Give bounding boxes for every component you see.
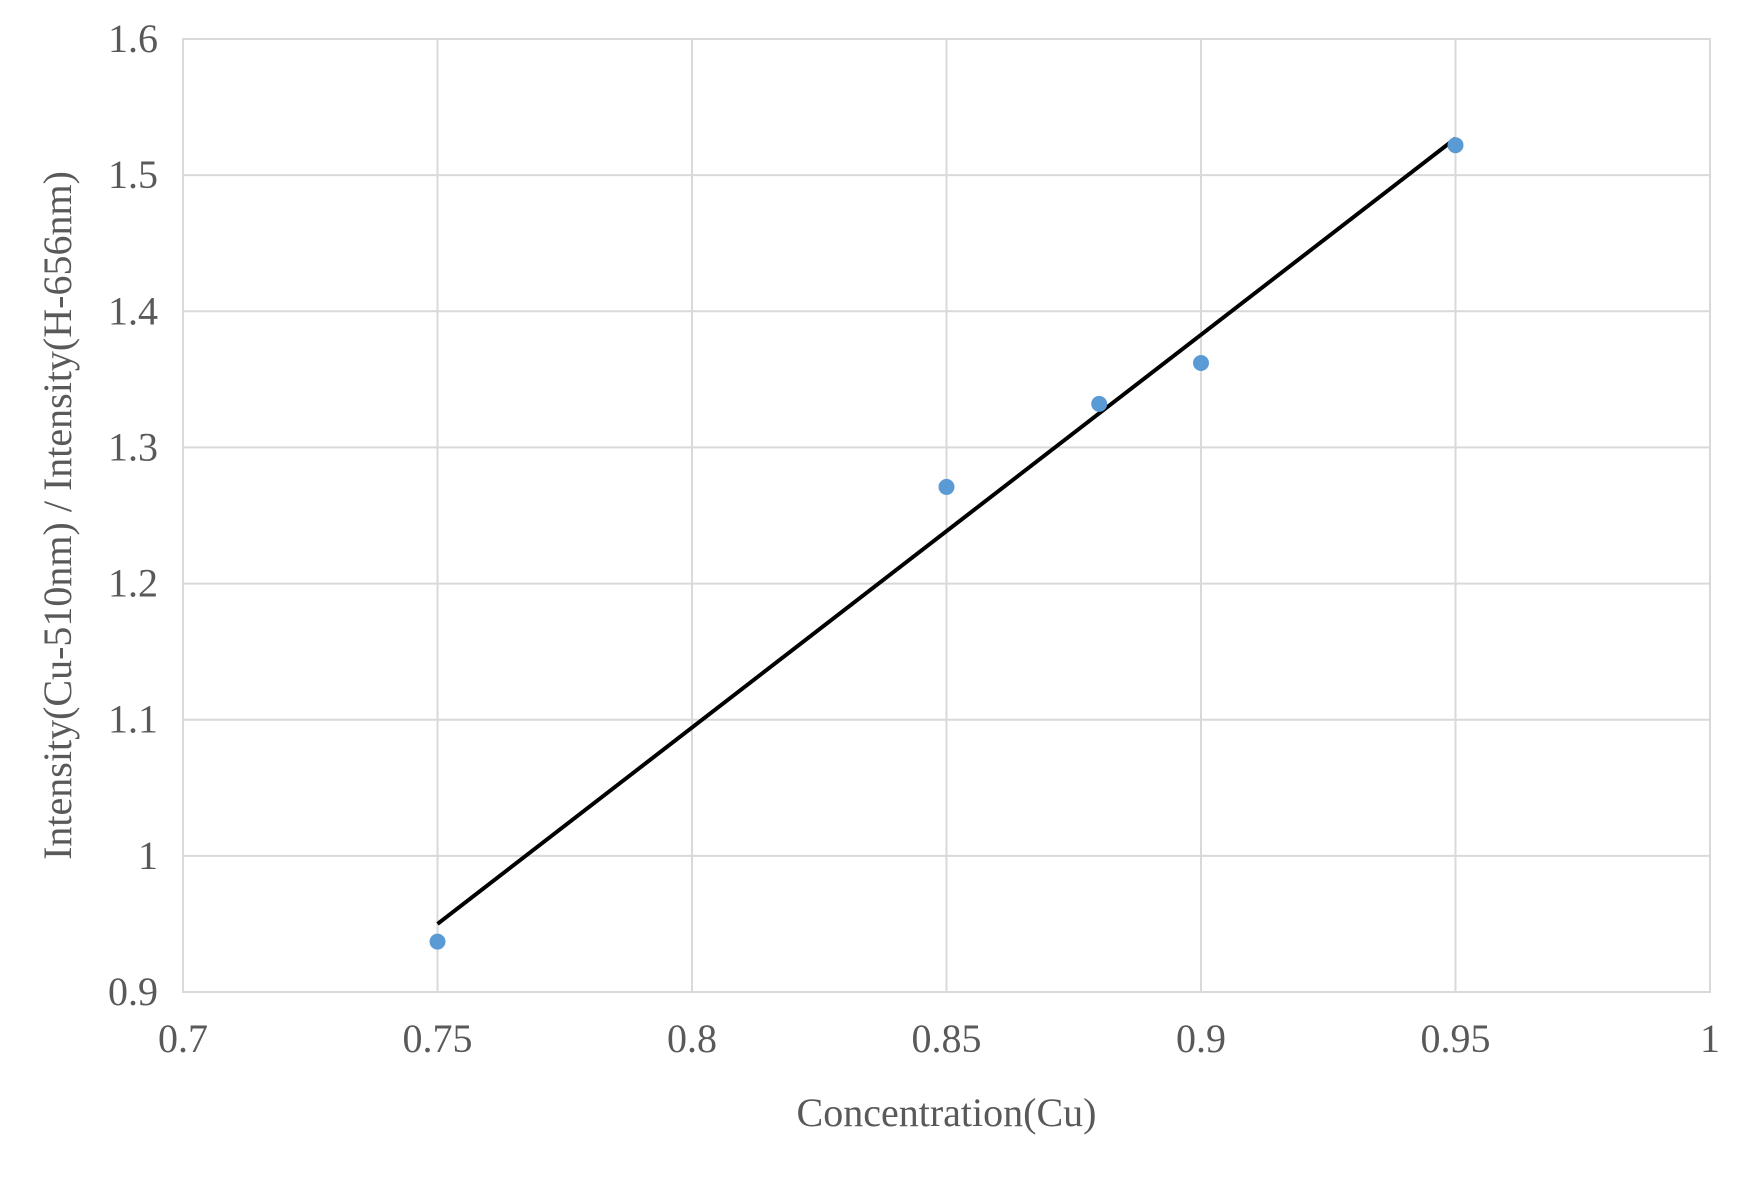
x-tick-label: 0.95 bbox=[1421, 1016, 1491, 1061]
x-tick-label: 0.8 bbox=[667, 1016, 717, 1061]
y-tick-label: 1.2 bbox=[108, 561, 158, 606]
data-point bbox=[429, 933, 446, 950]
y-tick-label: 1.4 bbox=[108, 288, 158, 333]
data-point bbox=[938, 478, 955, 495]
y-tick-label: 1.1 bbox=[108, 697, 158, 742]
y-axis-title: Intensity(Cu-510nm) / Intensity(H-656nm) bbox=[35, 171, 80, 860]
trendline bbox=[436, 136, 1457, 926]
x-axis-title: Concentration(Cu) bbox=[797, 1090, 1097, 1135]
series bbox=[429, 136, 1464, 950]
plot-area bbox=[182, 38, 1711, 993]
y-tick-label: 0.9 bbox=[108, 969, 158, 1014]
data-point bbox=[1091, 395, 1108, 412]
tick-labels: 0.7 0.75 0.8 0.85 0.9 0.95 1 0.9 1 1.1 1.2 1.3 1.4 1.… bbox=[108, 16, 1720, 1061]
y-tick-label: 1 bbox=[138, 833, 158, 878]
data-point bbox=[1193, 355, 1209, 372]
y-tick-label: 1.6 bbox=[108, 16, 158, 61]
x-tick-label: 1 bbox=[1700, 1016, 1720, 1061]
x-tick-label: 0.7 bbox=[158, 1016, 208, 1061]
grid bbox=[182, 38, 1711, 993]
x-tick-label: 0.85 bbox=[912, 1016, 982, 1061]
x-tick-label: 0.75 bbox=[403, 1016, 473, 1061]
y-tick-label: 1.3 bbox=[108, 424, 158, 469]
y-tick-label: 1.5 bbox=[108, 152, 158, 197]
data-point bbox=[1447, 137, 1464, 154]
x-tick-label: 0.9 bbox=[1176, 1016, 1226, 1061]
